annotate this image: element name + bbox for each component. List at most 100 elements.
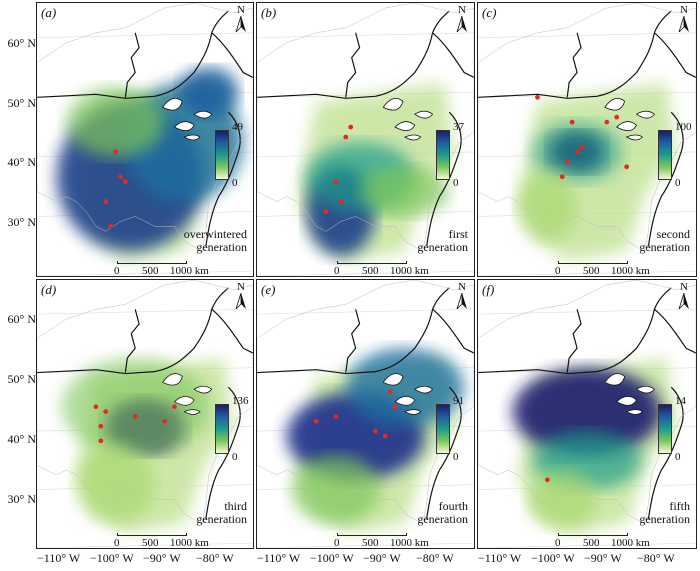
great-lake [382,98,404,111]
scale-tick-label: 1000 km [611,265,650,277]
density-blob [360,166,450,217]
panel-letter: (b) [261,5,277,20]
generation-label-line2: generation [639,512,690,526]
generation-label-line2: generation [417,512,468,526]
graticule-line [257,308,474,315]
great-lake [414,385,434,394]
scale-tick-label: 0 [114,537,120,549]
observation-point [333,414,339,419]
lon-label-100-b: −100° W [310,551,354,565]
graticule-line [478,270,696,276]
generation-label-line1: first [448,227,468,241]
observation-point [323,209,329,214]
north-arrow-icon: N [232,5,250,32]
scale-tick-label: 0 [334,265,340,277]
generation-label-line1: second [656,227,690,241]
coastline [257,10,474,247]
graticule-line [257,32,474,39]
north-label: N [680,4,688,16]
color-scale-min: 0 [675,176,681,189]
scale-bar-line [558,533,628,536]
lon-label-90-a: −90° W [143,551,181,565]
color-scale-min: 0 [453,451,459,463]
scale-tick-label: 500 [142,537,159,549]
lat-label-40-bottom: 40° N [7,432,36,446]
scale-tick-label: 0 [555,537,561,549]
density-blob [527,470,597,529]
great-lake [625,134,644,141]
scale-tick-label: 1000 km [390,537,429,549]
observation-point [93,404,99,410]
great-lake [394,396,416,406]
lon-label-100-a: −100° W [90,551,134,565]
graticule-line [257,542,474,548]
scale-bar-line [337,533,407,536]
panel-letter: (f) [482,282,495,297]
great-lake [616,121,638,131]
map-svg [37,280,253,548]
generation-label: fifth generation [570,500,690,526]
observation-point [108,223,113,229]
great-lake [394,121,416,131]
scale-tick-label: 1000 km [170,537,209,549]
scale-tick-label: 500 [362,537,379,549]
graticule-line [37,542,253,548]
observation-point [372,428,378,434]
coastline [478,10,696,247]
panel-letter: (c) [482,5,497,20]
coastline [478,287,696,519]
color-scale-bar: 91 0 [436,395,464,463]
scale-tick-label: 1000 km [611,537,650,549]
panel-a: (a) N 49 0 overwintered generation 0 500 1000 km [36,2,254,277]
graticule-line [478,542,696,548]
great-lake [183,409,201,415]
north-arrow-icon: N [453,5,471,32]
panel-c: (c) N 100 0 second generation 0 500 1000 km [477,2,697,277]
observation-point [123,179,128,185]
graticule-line [478,308,696,315]
generation-label-line2: generation [639,240,690,254]
north-label: N [458,281,466,293]
density-blob [291,455,381,524]
lat-label-50-top: 50° N [7,96,36,110]
panel-f: (f) N 14 0 fifth generation 0 500 1000 km [477,279,697,549]
panel-letter: (a) [41,5,57,20]
observation-point [333,179,339,185]
scale-tick-label: 500 [142,265,159,277]
land-outline [37,280,253,525]
coastline [257,287,474,519]
lon-label-110-a: −110° W [37,551,81,565]
observation-point [132,414,138,419]
lon-label-90-b: −90° W [363,551,401,565]
observation-point [382,433,388,439]
observation-point [624,164,630,170]
lon-label-110-b: −110° W [257,551,301,565]
scale-tick-label: 0 [114,265,120,277]
north-label: N [680,281,688,293]
observation-point [162,418,167,424]
observation-point [604,119,610,125]
great-lake [604,373,626,386]
generation-label-line1: fourth [438,499,468,513]
observation-point [392,404,398,410]
north-arrow-icon: N [453,282,471,309]
lat-label-50-bottom: 50° N [7,372,36,386]
scale-bar-line [558,261,628,264]
north-label: N [237,281,245,293]
great-lake [162,373,183,386]
great-lake [616,396,638,406]
color-scale-min: 0 [453,176,459,189]
map-svg [478,3,696,276]
color-scale-min: 0 [675,451,681,463]
color-scale-bar: 49 0 [215,121,243,189]
lat-label-60-top: 60° N [7,36,36,50]
coastline [37,287,253,519]
generation-label-line1: overwintered [183,227,247,241]
lat-label-30-bottom: 30° N [7,492,36,506]
color-scale-max: 91 [453,395,464,407]
lon-label-100-c: −100° W [531,551,575,565]
observation-point [343,134,349,140]
land-outline [478,3,696,252]
observation-point [98,423,104,429]
scale-tick-label: 0 [555,265,561,277]
